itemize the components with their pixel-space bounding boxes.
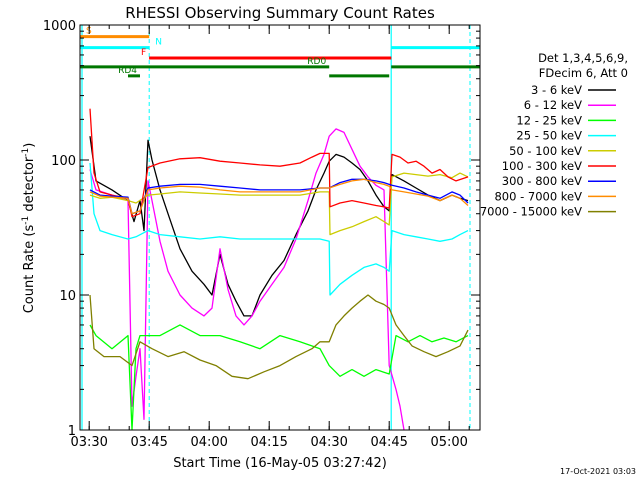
marker-label-2: F — [141, 48, 146, 58]
series-line-7 — [89, 178, 469, 215]
series-line-1 — [89, 128, 405, 430]
legend-label-7: 800 - 7000 keV — [494, 189, 582, 203]
legend-header-1: FDecim 6, Att 0 — [539, 66, 628, 80]
x-tick-label-1: 03:45 — [130, 435, 167, 450]
x-tick-label-4: 04:30 — [310, 435, 347, 450]
series-line-2 — [89, 324, 469, 430]
marker-label-4: RD4 — [118, 66, 137, 76]
legend-label-2: 12 - 25 keV — [516, 113, 582, 127]
y-tick-label-3: 1000 — [43, 19, 76, 34]
series-line-5 — [89, 108, 469, 218]
data-layer — [80, 25, 480, 430]
y-axis-label-sup: -1 — [21, 216, 31, 225]
series-line-3 — [89, 162, 469, 296]
legend-label-8: 7000 - 15000 keV — [480, 205, 582, 219]
legend-label-3: 25 - 50 keV — [516, 129, 582, 143]
series-line-8 — [89, 294, 469, 380]
y-axis-label-sup2: -1 — [21, 148, 31, 157]
x-tick-label-3: 04:15 — [250, 435, 287, 450]
y-tick-label-0: 1 — [68, 424, 76, 439]
y-tick-label-2: 100 — [51, 154, 76, 169]
y-tick-label-1: 10 — [59, 289, 76, 304]
y-axis-label-close: ) — [22, 143, 37, 148]
legend-label-4: 50 - 100 keV — [509, 144, 582, 158]
plot-frame — [79, 24, 481, 431]
marker-label-1: N — [155, 38, 162, 48]
legend-label-1: 6 - 12 keV — [524, 98, 582, 112]
legend-label-0: 3 - 6 keV — [531, 83, 582, 97]
axis-layer: SNFRD0RD4110100100003:3003:4504:0004:150… — [43, 19, 480, 450]
x-tick-label-2: 04:00 — [190, 435, 227, 450]
marker-label-3: RD0 — [307, 57, 326, 67]
y-axis-label-tail: detector — [22, 156, 37, 216]
legend-header-0: Det 1,3,4,5,6,9, — [538, 51, 628, 65]
y-axis-label-main: Count Rate (s — [22, 225, 37, 314]
x-axis-label: Start Time (16-May-05 03:27:42) — [173, 456, 387, 471]
x-tick-label-5: 04:45 — [370, 435, 407, 450]
footer-timestamp: 17-Oct-2021 03:03 — [560, 467, 636, 476]
legend-label-5: 100 - 300 keV — [502, 159, 582, 173]
chart-title: RHESSI Observing Summary Count Rates — [125, 4, 435, 22]
legend: Det 1,3,4,5,6,9,FDecim 6, Att 0 3 - 6 keV… — [480, 51, 628, 219]
x-tick-label-0: 03:30 — [70, 435, 107, 450]
legend-label-6: 300 - 800 keV — [502, 174, 582, 188]
y-axis-label: Count Rate (s-1 detector-1) — [21, 143, 37, 314]
x-tick-label-6: 05:00 — [430, 435, 467, 450]
